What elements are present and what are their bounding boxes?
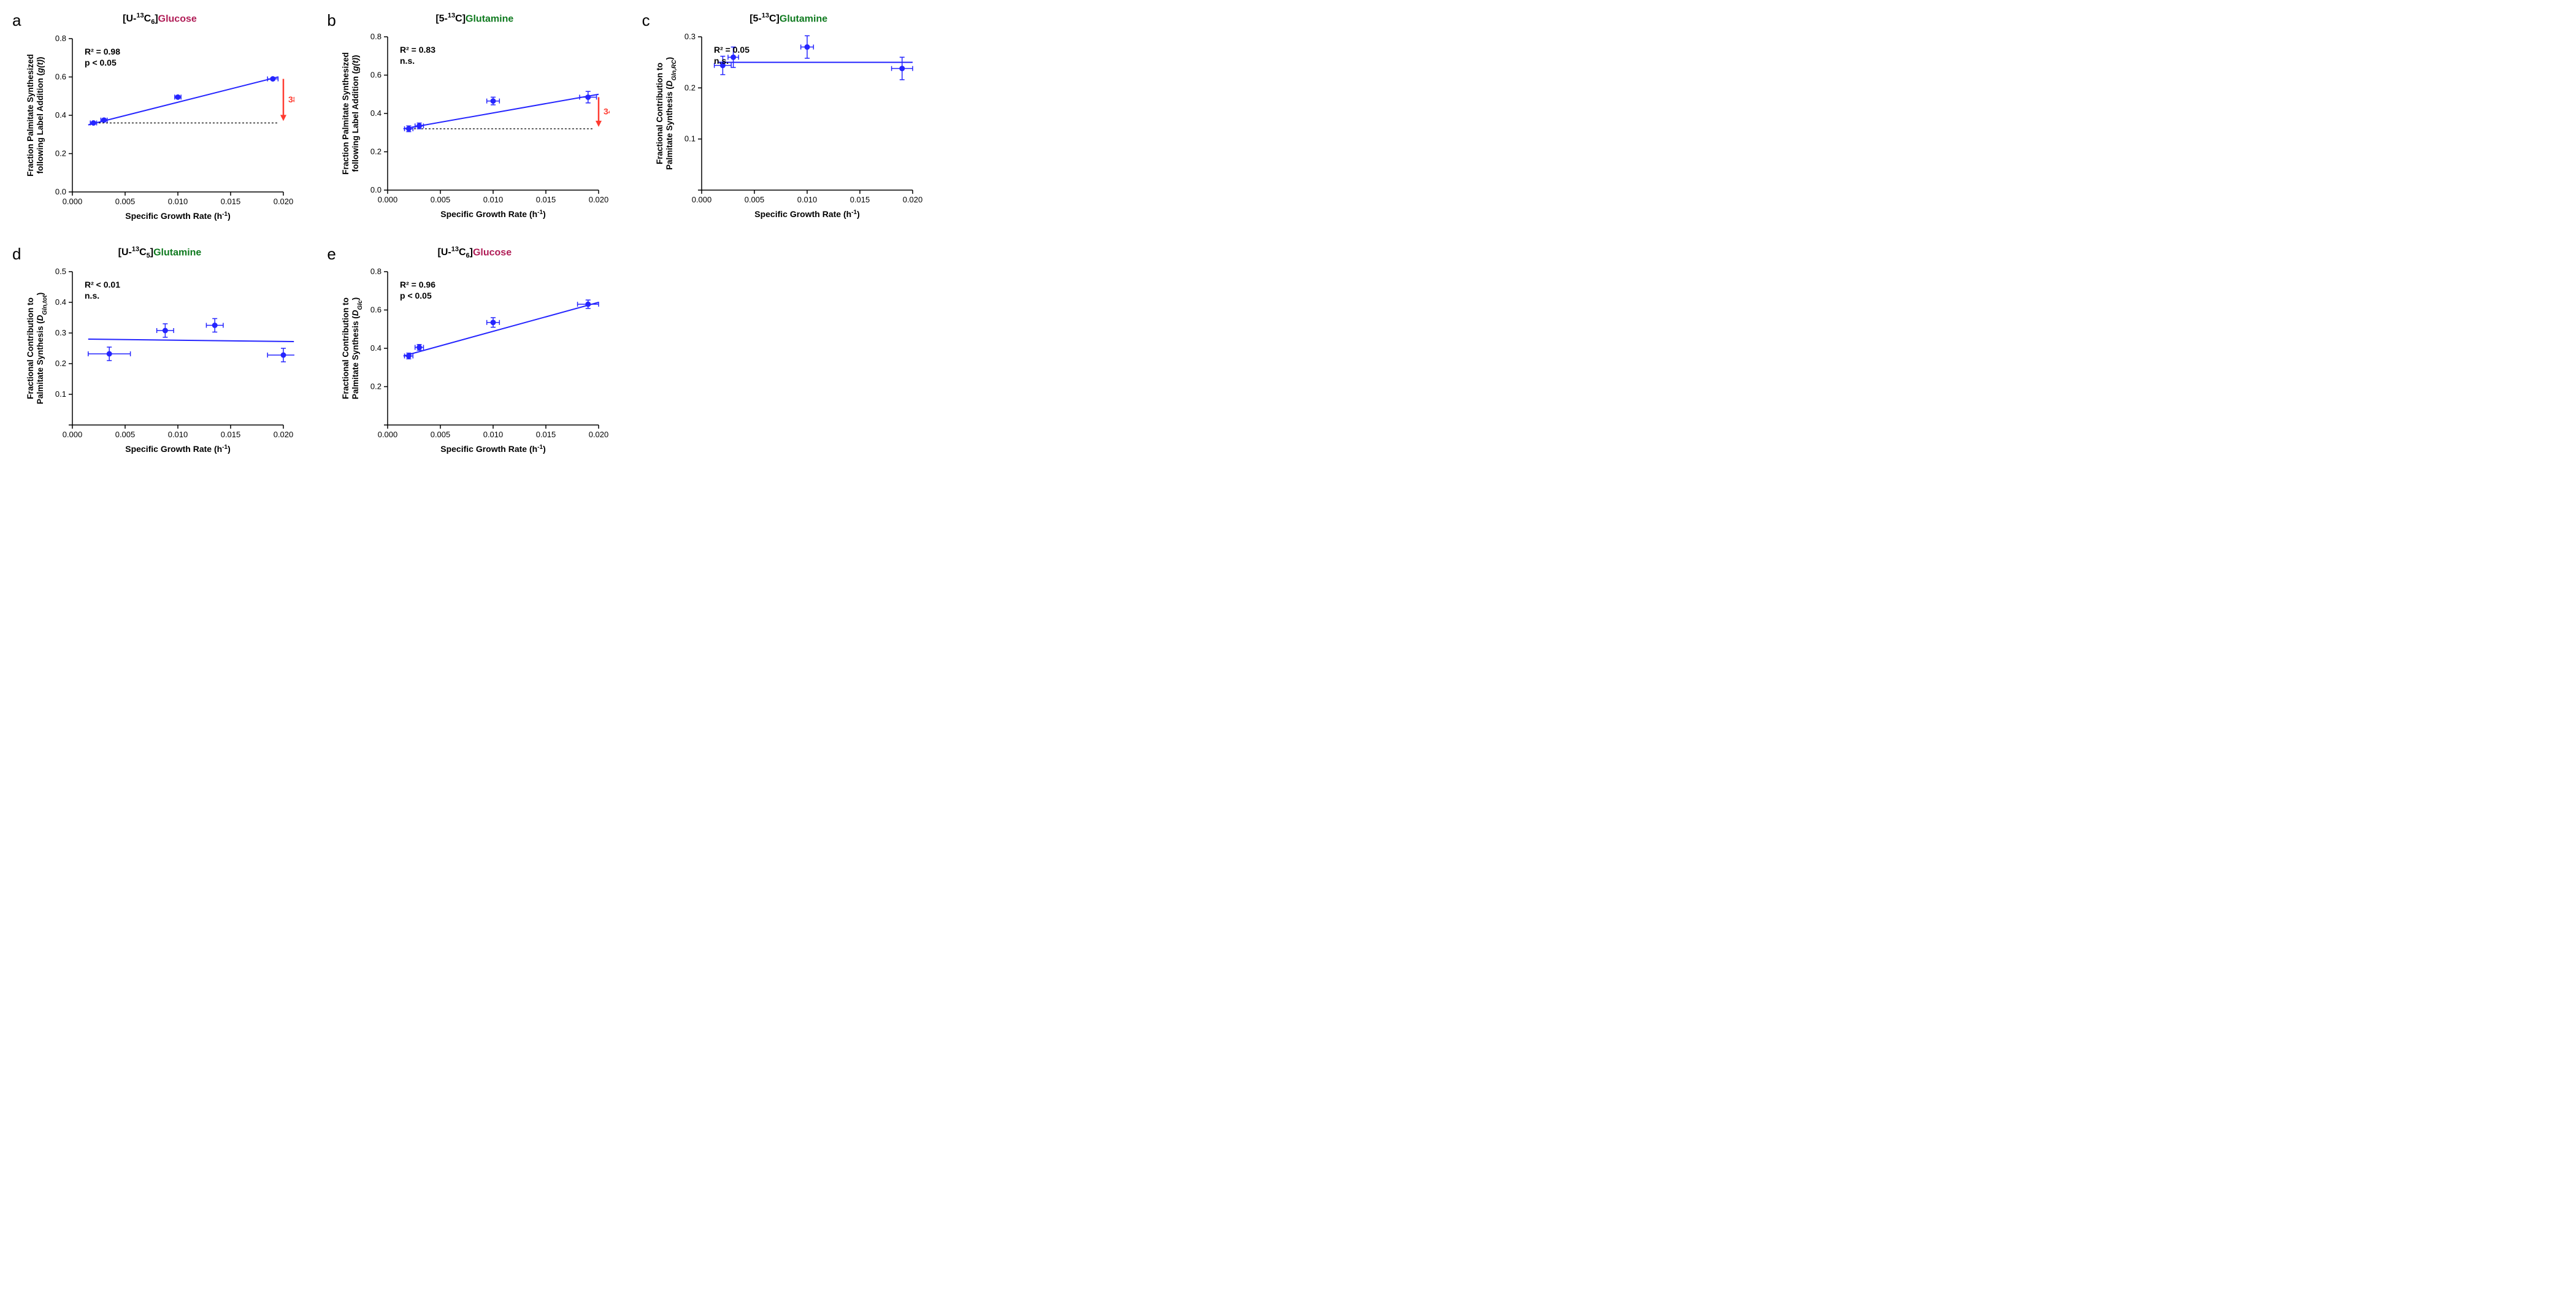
svg-text:Specific Growth Rate (h-1): Specific Growth Rate (h-1) — [440, 209, 546, 220]
svg-text:0.010: 0.010 — [168, 430, 188, 439]
svg-text:0.000: 0.000 — [378, 430, 398, 439]
svg-text:0.2: 0.2 — [55, 148, 66, 158]
svg-text:0.020: 0.020 — [589, 430, 609, 439]
svg-text:0.6: 0.6 — [55, 72, 66, 81]
svg-text:R² = 0.96: R² = 0.96 — [400, 280, 435, 289]
panel-a: a [U-13C6]Glucose 0.000 0.005 0.010 0.015 0.02… — [12, 12, 302, 228]
svg-text:0.3: 0.3 — [684, 32, 696, 41]
svg-text:0.8: 0.8 — [370, 32, 381, 41]
svg-text:0.015: 0.015 — [536, 430, 556, 439]
panel-letter: c — [642, 12, 650, 28]
svg-text:R² = 0.05: R² = 0.05 — [714, 45, 749, 55]
svg-text:0.010: 0.010 — [483, 430, 504, 439]
panel-letter: b — [327, 12, 335, 28]
svg-text:R² < 0.01: R² < 0.01 — [85, 280, 120, 289]
svg-text:0.010: 0.010 — [797, 195, 817, 204]
svg-text:Fractional Contribution toPalm: Fractional Contribution toPalmitate Synt… — [655, 57, 678, 170]
svg-text:0.005: 0.005 — [431, 195, 451, 204]
svg-text:0.020: 0.020 — [902, 195, 922, 204]
chart-title: [U-13C6]Glucose — [437, 246, 512, 260]
svg-text:0.1: 0.1 — [684, 134, 696, 143]
chart-a: 0.000 0.005 0.010 0.015 0.020 0.0 0.2 0.4 0.6 0.8… — [25, 31, 294, 228]
svg-text:0.010: 0.010 — [483, 195, 504, 204]
svg-text:0.5: 0.5 — [55, 267, 66, 276]
svg-text:0.6: 0.6 — [370, 71, 381, 80]
svg-text:0.005: 0.005 — [431, 430, 451, 439]
svg-text:0.000: 0.000 — [378, 195, 398, 204]
svg-text:0.005: 0.005 — [744, 195, 764, 204]
svg-text:Specific Growth Rate (h-1): Specific Growth Rate (h-1) — [126, 210, 231, 221]
svg-text:0.015: 0.015 — [221, 430, 241, 439]
chart-title: [5-13C]Glutamine — [749, 12, 827, 25]
svg-text:0.6: 0.6 — [370, 305, 381, 315]
svg-text:0.8: 0.8 — [55, 34, 66, 43]
svg-text:n.s.: n.s. — [400, 56, 415, 66]
svg-text:n.s.: n.s. — [714, 56, 729, 66]
svg-text:0.015: 0.015 — [849, 195, 870, 204]
chart-e: 0.000 0.005 0.010 0.015 0.020 0.2 0.4 0.6 0.8 R² … — [340, 264, 610, 461]
svg-text:0.015: 0.015 — [536, 195, 556, 204]
panel-e: e [U-13C6]Glucose 0.000 0.005 0.010 0.015 0.02… — [327, 246, 617, 461]
svg-text:Fractional Contribution toPalm: Fractional Contribution toPalmitate Synt… — [26, 293, 48, 404]
svg-text:R² = 0.98: R² = 0.98 — [85, 47, 120, 56]
chart-title: [U-13C5]Glutamine — [118, 246, 202, 260]
svg-text:0.1: 0.1 — [55, 389, 66, 399]
svg-text:0.020: 0.020 — [274, 197, 294, 206]
svg-text:0.020: 0.020 — [589, 195, 609, 204]
svg-text:p < 0.05: p < 0.05 — [400, 291, 432, 300]
panel-b: b[5-13C]Glutamine0.0000.0050.0100.0150.0… — [327, 12, 617, 228]
svg-text:0.005: 0.005 — [115, 197, 136, 206]
svg-text:0.2: 0.2 — [370, 382, 381, 391]
svg-text:0.2: 0.2 — [684, 83, 696, 93]
svg-text:0.4: 0.4 — [370, 343, 381, 353]
svg-text:Fraction Palmitate Synthesized: Fraction Palmitate Synthesizedfollowing … — [341, 53, 360, 175]
svg-text:0.015: 0.015 — [221, 197, 241, 206]
svg-text:0.010: 0.010 — [168, 197, 188, 206]
svg-text:0.2: 0.2 — [370, 147, 381, 156]
svg-text:0.2: 0.2 — [55, 359, 66, 368]
svg-text:Specific Growth Rate (h-1): Specific Growth Rate (h-1) — [126, 444, 231, 454]
panel-d: d[U-13C5]Glutamine0.0000.0050.0100.0150.… — [12, 246, 302, 461]
svg-text:0.0: 0.0 — [370, 185, 381, 194]
svg-text:0.4: 0.4 — [55, 110, 66, 120]
svg-text:0.020: 0.020 — [274, 430, 294, 439]
panel-c: c[5-13C]Glutamine0.0000.0050.0100.0150.0… — [642, 12, 932, 228]
svg-text:38%: 38% — [288, 94, 294, 104]
svg-text:0.000: 0.000 — [691, 195, 711, 204]
svg-text:Specific Growth Rate (h-1): Specific Growth Rate (h-1) — [754, 209, 860, 220]
svg-text:0.0: 0.0 — [55, 187, 66, 196]
svg-text:Fraction Palmitate Synthesized: Fraction Palmitate Synthesizedfollowing … — [26, 54, 45, 177]
svg-text:0.3: 0.3 — [55, 328, 66, 337]
panel-letter: e — [327, 246, 335, 262]
svg-text:n.s.: n.s. — [85, 291, 99, 300]
panel-letter: d — [12, 246, 21, 262]
svg-text:R² = 0.83: R² = 0.83 — [400, 45, 435, 55]
svg-text:0.4: 0.4 — [370, 109, 381, 118]
chart-b: 0.000 0.005 0.010 0.015 0.020 0.0 0.2 0.4 0.6 0.8… — [340, 29, 610, 226]
svg-text:0.4: 0.4 — [55, 297, 66, 307]
panel-letter: a — [12, 12, 21, 28]
svg-text:0.8: 0.8 — [370, 267, 381, 276]
svg-text:p < 0.05: p < 0.05 — [85, 58, 117, 67]
chart-c: 0.000 0.005 0.010 0.015 0.020 0.1 0.2 0.3 R² = 0… — [654, 29, 924, 226]
chart-title: [5-13C]Glutamine — [435, 12, 513, 25]
svg-text:Specific Growth Rate (h-1): Specific Growth Rate (h-1) — [440, 444, 546, 454]
svg-text:Fractional Contribution toPalm: Fractional Contribution toPalmitate Synt… — [341, 297, 364, 399]
chart-d: 0.000 0.005 0.010 0.015 0.020 0.1 0.2 0.3 0.4 0.5… — [25, 264, 294, 461]
svg-text:34%: 34% — [604, 107, 610, 117]
svg-text:0.000: 0.000 — [63, 197, 83, 206]
svg-text:0.000: 0.000 — [63, 430, 83, 439]
svg-text:0.005: 0.005 — [115, 430, 136, 439]
chart-title: [U-13C6]Glucose — [123, 12, 197, 26]
